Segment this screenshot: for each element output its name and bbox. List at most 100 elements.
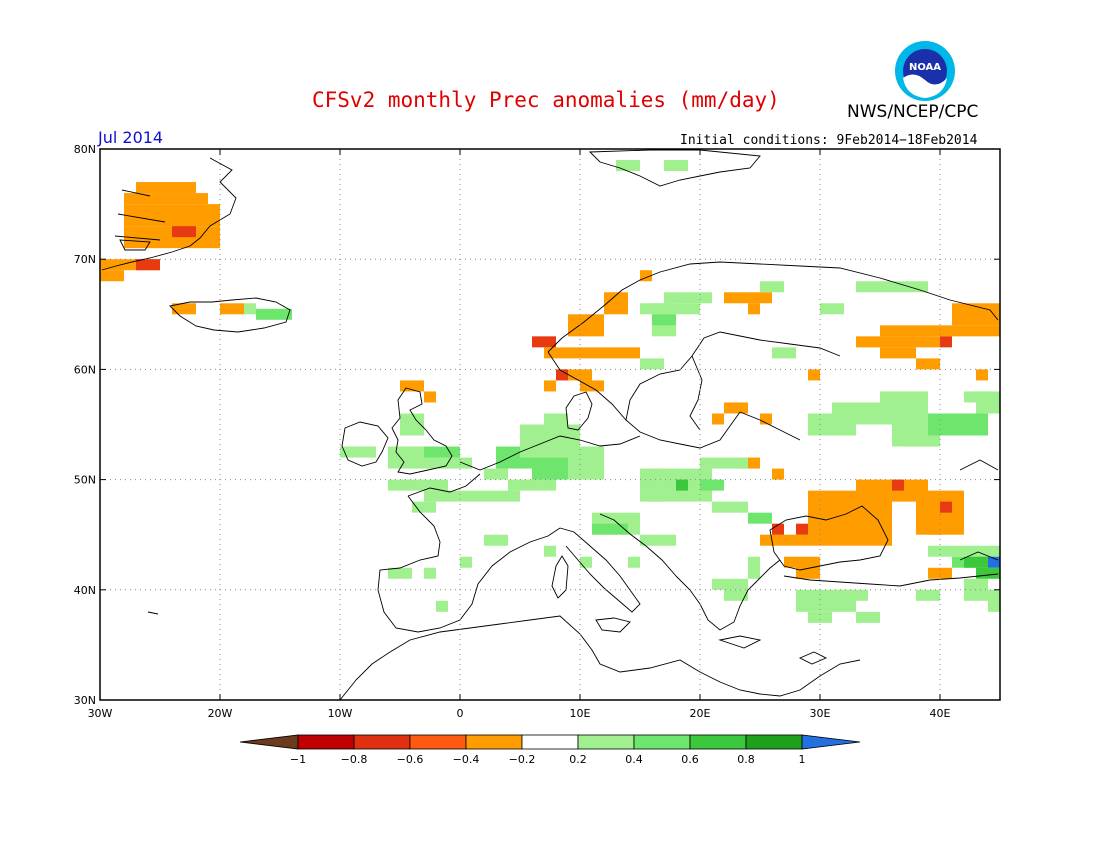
anomaly-cell bbox=[544, 380, 556, 392]
lat-tick-label: 50N bbox=[74, 474, 96, 487]
lat-tick-label: 80N bbox=[74, 143, 96, 156]
anomaly-cell bbox=[904, 435, 940, 447]
anomaly-cell bbox=[424, 446, 460, 458]
ireland-coast bbox=[341, 421, 389, 467]
anomaly-cell bbox=[712, 501, 748, 513]
legend-arrow-low bbox=[239, 734, 299, 750]
anomaly-cell bbox=[124, 193, 208, 205]
anomaly-cell bbox=[808, 369, 820, 381]
anomaly-cell bbox=[964, 391, 988, 403]
anomaly-cell bbox=[916, 589, 940, 601]
anomaly-cell bbox=[604, 347, 640, 359]
turkey-coast bbox=[783, 573, 999, 587]
anomaly-cell bbox=[712, 578, 748, 590]
anomaly-cell bbox=[532, 457, 568, 480]
anomaly-cell bbox=[424, 490, 520, 502]
initial-conditions-label: Initial conditions: 9Feb2014−18Feb2014 bbox=[680, 133, 978, 148]
anomaly-cell bbox=[664, 292, 712, 304]
lon-tick-label: 10W bbox=[328, 707, 353, 720]
lat-tick-label: 30N bbox=[74, 694, 96, 707]
anomaly-cell bbox=[388, 567, 412, 579]
legend-arrow-high bbox=[801, 734, 861, 750]
lon-tick-label: 30E bbox=[810, 707, 831, 720]
map-frame bbox=[99, 148, 1001, 701]
iceland-coast bbox=[169, 297, 291, 333]
anomaly-cell bbox=[748, 303, 760, 315]
anomaly-cell bbox=[100, 270, 124, 282]
chart-title: CFSv2 monthly Prec anomalies (mm/day) bbox=[312, 88, 780, 112]
anomaly-cell bbox=[724, 292, 772, 304]
anomaly-cell bbox=[784, 556, 796, 568]
noaa-logo-text: NOAA bbox=[909, 62, 941, 73]
anomaly-cell bbox=[988, 556, 1000, 568]
anomaly-cell bbox=[964, 556, 988, 568]
anomaly-cell bbox=[772, 468, 784, 480]
legend-swatch bbox=[633, 734, 691, 750]
anomaly-cell bbox=[640, 270, 652, 282]
anomaly-cell bbox=[700, 457, 748, 469]
anomaly-cell bbox=[172, 226, 196, 238]
anomaly-cell bbox=[640, 358, 664, 370]
anomaly-cell bbox=[556, 369, 568, 381]
anomaly-cell bbox=[136, 259, 160, 271]
legend-swatch bbox=[521, 734, 579, 750]
anomaly-cell bbox=[568, 314, 604, 337]
anomaly-cell bbox=[436, 457, 472, 469]
anomaly-cell bbox=[748, 512, 772, 524]
anomaly-cell bbox=[544, 545, 556, 557]
anomaly-cell bbox=[940, 501, 952, 513]
scandinavia-coast bbox=[547, 261, 999, 353]
anomaly-cell bbox=[592, 523, 628, 535]
anomaly-cell bbox=[928, 545, 1000, 557]
legend-label: 0.2 bbox=[569, 753, 587, 766]
legend-label: 0.8 bbox=[737, 753, 755, 766]
anomaly-cell bbox=[760, 413, 772, 425]
anomaly-cell bbox=[928, 567, 952, 579]
anomaly-cell bbox=[748, 556, 760, 579]
legend-swatch bbox=[689, 734, 747, 750]
anomaly-cell bbox=[424, 567, 436, 579]
anomaly-cell bbox=[172, 303, 196, 315]
anomaly-cell bbox=[700, 479, 724, 491]
forecast-month-label: Jul 2014 bbox=[98, 128, 164, 147]
lat-tick-label: 70N bbox=[74, 253, 96, 266]
caspian-coast bbox=[959, 459, 999, 561]
anomaly-cells bbox=[100, 160, 1000, 623]
anomaly-cell bbox=[340, 446, 376, 458]
anomaly-cell bbox=[712, 413, 724, 425]
anomaly-cell bbox=[724, 589, 748, 601]
anomaly-cell bbox=[484, 534, 508, 546]
legend-swatch bbox=[577, 734, 635, 750]
anomaly-cell bbox=[796, 556, 820, 579]
noaa-logo-icon: NOAA bbox=[895, 41, 955, 101]
anomaly-cell bbox=[436, 600, 448, 612]
lon-tick-label: 20W bbox=[208, 707, 233, 720]
anomaly-cell bbox=[664, 160, 688, 172]
lon-tick-label: 30W bbox=[88, 707, 113, 720]
anomaly-cell bbox=[880, 325, 1000, 337]
lat-tick-label: 40N bbox=[74, 584, 96, 597]
color-legend: −1 −0.8 −0.6 −0.4 −0.2 0.2 0.4 0.6 0.8 1 bbox=[239, 734, 861, 766]
legend-swatch bbox=[409, 734, 467, 750]
anomaly-cell bbox=[808, 611, 832, 623]
legend-swatch bbox=[745, 734, 803, 750]
anomaly-cell bbox=[136, 182, 196, 194]
anomaly-cell bbox=[772, 347, 796, 359]
legend-label: 0.6 bbox=[681, 753, 699, 766]
anomaly-cell bbox=[532, 336, 556, 348]
anomaly-cell bbox=[556, 369, 592, 381]
anomaly-cell bbox=[676, 479, 688, 491]
anomaly-cell bbox=[388, 479, 448, 491]
anomaly-cell bbox=[760, 534, 808, 546]
legend-label: 1 bbox=[799, 753, 806, 766]
legend-label: −0.8 bbox=[341, 753, 368, 766]
anomaly-cell bbox=[976, 369, 988, 381]
anomaly-cell bbox=[772, 523, 784, 535]
anomaly-cell bbox=[640, 303, 700, 315]
anomaly-cell bbox=[832, 589, 868, 601]
anomaly-cell bbox=[796, 523, 808, 535]
anomaly-cell bbox=[484, 468, 508, 480]
anomaly-cell bbox=[124, 204, 220, 227]
